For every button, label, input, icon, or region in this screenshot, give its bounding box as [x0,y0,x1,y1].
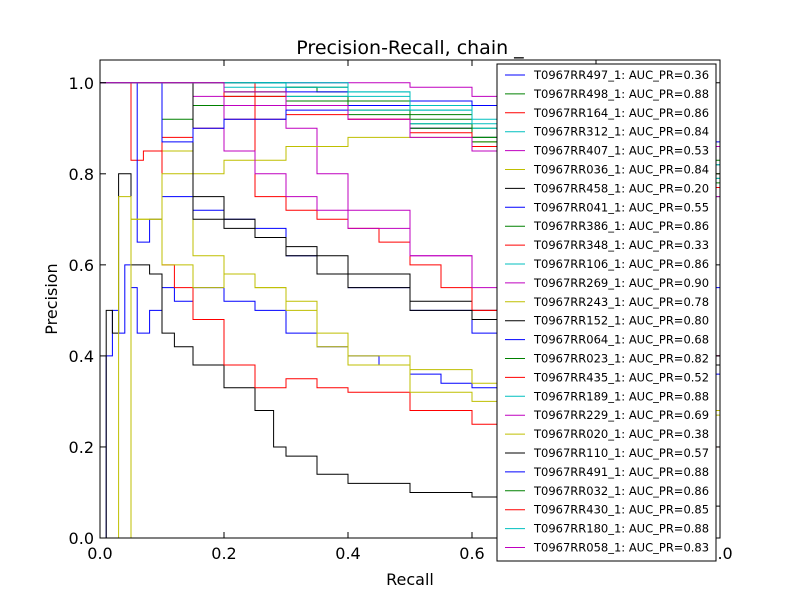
series-line-0 [100,264,721,539]
y-tick-label-2: 0.4 [69,347,94,366]
legend-items: T0967RR497_1: AUC_PR=0.36 T0967RR498_1: A… [505,68,709,555]
x-tick-label-3: 0.6 [459,544,484,563]
legend-label-17: T0967RR189_1: AUC_PR=0.88 [533,389,709,403]
legend-label-24: T0967RR180_1: AUC_PR=0.88 [533,522,709,536]
x-axis-title: Recall [386,570,434,589]
legend-label-15: T0967RR023_1: AUC_PR=0.82 [533,352,709,366]
y-tick-label-3: 0.6 [69,256,94,275]
legend-label-20: T0967RR110_1: AUC_PR=0.57 [533,446,709,460]
legend-label-3: T0967RR312_1: AUC_PR=0.84 [533,125,709,139]
legend-label-0: T0967RR497_1: AUC_PR=0.36 [533,68,709,82]
legend-label-6: T0967RR458_1: AUC_PR=0.20 [533,181,709,195]
y-tick-label-4: 0.8 [69,165,94,184]
y-tick-label-0: 0.0 [69,529,94,548]
y-axis-title: Precision [42,263,61,334]
chart-title: Precision-Recall, chain _ [296,37,524,59]
legend-label-18: T0967RR229_1: AUC_PR=0.69 [533,408,709,422]
legend-label-7: T0967RR041_1: AUC_PR=0.55 [533,200,709,214]
legend-label-19: T0967RR020_1: AUC_PR=0.38 [533,427,709,441]
legend-label-1: T0967RR498_1: AUC_PR=0.88 [533,87,709,101]
legend-frame [496,63,717,562]
plot-frame [99,59,721,539]
legend-label-22: T0967RR032_1: AUC_PR=0.86 [533,484,709,498]
y-tick-label-5: 1.0 [69,74,94,93]
legend-label-11: T0967RR269_1: AUC_PR=0.90 [533,276,709,290]
x-tick-label-1: 0.2 [211,544,236,563]
legend: T0967RR497_1: AUC_PR=0.36 T0967RR498_1: A… [496,63,717,562]
legend-label-10: T0967RR106_1: AUC_PR=0.86 [533,257,709,271]
x-tick-label-0: 0.0 [87,544,112,563]
legend-label-4: T0967RR407_1: AUC_PR=0.53 [533,144,709,158]
legend-label-2: T0967RR164_1: AUC_PR=0.86 [533,106,709,120]
legend-label-9: T0967RR348_1: AUC_PR=0.33 [533,238,709,252]
legend-label-23: T0967RR430_1: AUC_PR=0.85 [533,503,709,517]
legend-label-5: T0967RR036_1: AUC_PR=0.84 [533,163,709,177]
legend-label-14: T0967RR064_1: AUC_PR=0.68 [533,333,709,347]
legend-label-13: T0967RR152_1: AUC_PR=0.80 [533,314,709,328]
x-tick-label-2: 0.4 [335,544,360,563]
legend-label-21: T0967RR491_1: AUC_PR=0.88 [533,465,709,479]
legend-label-8: T0967RR386_1: AUC_PR=0.86 [533,219,709,233]
legend-label-12: T0967RR243_1: AUC_PR=0.78 [533,295,709,309]
y-tick-label-1: 0.2 [69,438,94,457]
legend-label-25: T0967RR058_1: AUC_PR=0.83 [533,541,709,555]
legend-label-16: T0967RR435_1: AUC_PR=0.52 [533,370,709,384]
